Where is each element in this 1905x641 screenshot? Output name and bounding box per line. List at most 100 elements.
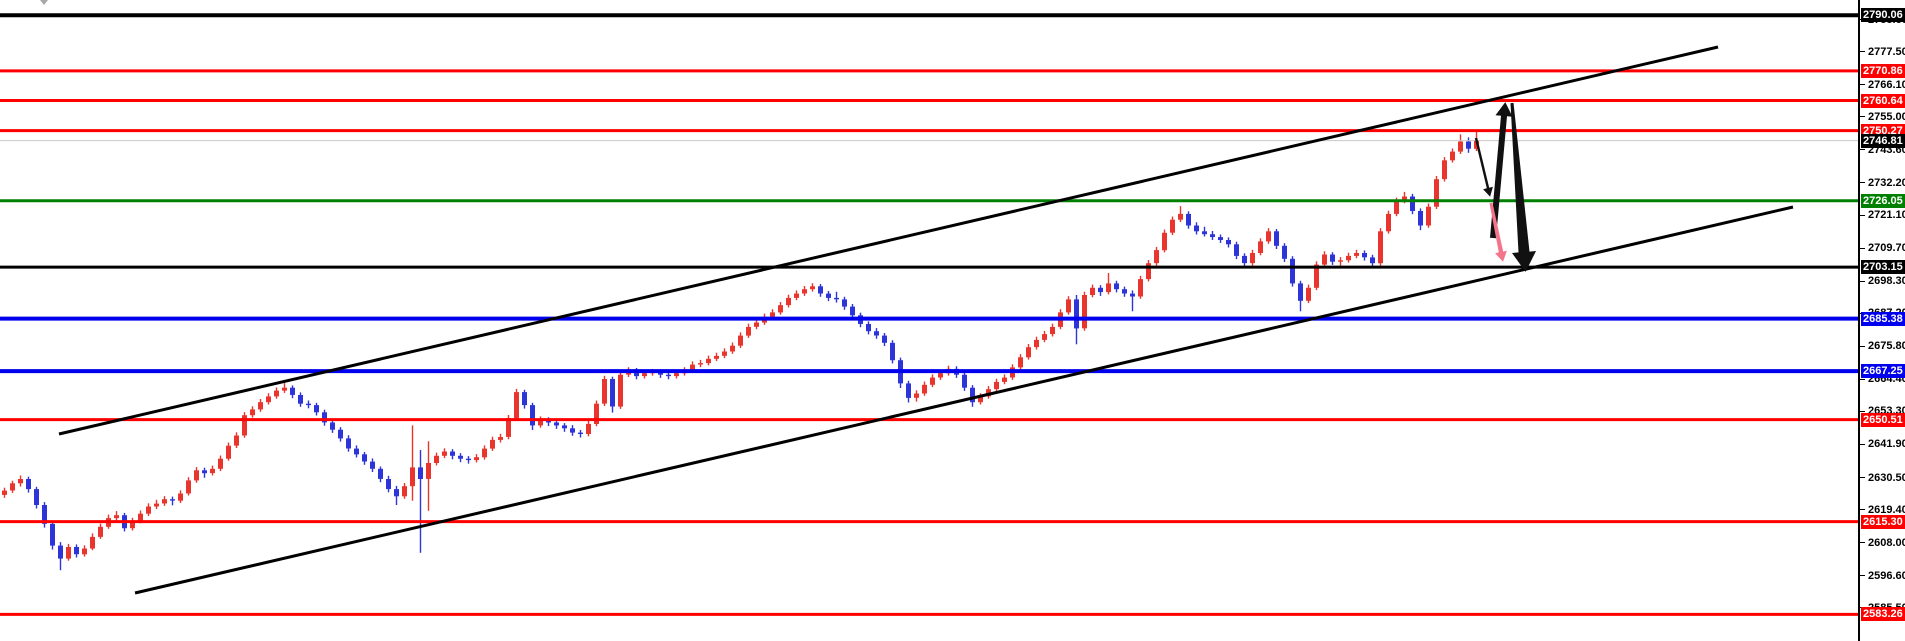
candle-body [146,506,151,514]
candle-body [570,428,575,433]
candle-body [1354,253,1359,256]
candle-body [1162,232,1167,251]
candle-body [1146,263,1151,280]
candle-body [1394,200,1399,214]
candle-body [170,499,175,501]
axis-tick-label: 2641.90 [1868,438,1905,451]
candle-body [1242,255,1247,264]
candle-body [714,355,719,359]
candle-body [1370,257,1375,264]
axis-tick-mark [1860,182,1865,184]
candle-body [890,342,895,361]
candle-body [1074,299,1079,329]
candle-body [1378,231,1383,264]
candle-body [610,379,615,407]
candle-body [458,455,463,459]
lower-channel-trendline[interactable] [134,205,1794,595]
axis-tick-mark [1860,149,1865,151]
candle-body [578,432,583,434]
candle-body [218,458,223,469]
candle-body [1466,141,1471,149]
candle-body [1290,258,1295,284]
price-level-label: 2583.26 [1861,607,1905,622]
candle-body [586,423,591,434]
candle-body [522,392,527,406]
candle-body [402,486,407,497]
bounce-up-arrow[interactable] [1490,102,1513,239]
candle-body [186,480,191,494]
candle-body [826,293,831,298]
candle-body [290,387,295,395]
candle-body [1154,250,1159,264]
candle-body [962,374,967,388]
candle-body [82,548,87,555]
candle-body [706,358,711,364]
candle-body [474,457,479,461]
candle-body [722,351,727,356]
candle-body [1114,283,1119,290]
axis-tick-label: 2698.30 [1868,275,1905,288]
pink-drop-arrow[interactable] [1489,202,1507,262]
candle-body [466,458,471,461]
candle-body [642,373,647,377]
axis-tick-label: 2709.70 [1868,242,1905,255]
upper-channel-trendline[interactable] [58,45,1719,436]
candle-body [114,515,119,519]
candle-body [794,293,799,298]
candle-body [1130,293,1135,297]
candle-body [1226,240,1231,245]
candle-body [306,403,311,406]
axis-tick-mark [1860,214,1865,216]
candle-body [1426,206,1431,226]
candle-body [1458,141,1463,152]
candle-body [1338,260,1343,262]
pullback-to-green-arrow[interactable] [1474,137,1493,197]
candle-body [1210,234,1215,238]
candle-body [2,490,7,495]
candle-body [266,396,271,403]
candle-body [258,402,263,410]
candle-body [810,286,815,290]
price-level-label: 2615.30 [1861,514,1905,529]
axis-tick-label: 2596.60 [1868,569,1905,582]
candle-body [594,403,599,424]
axis-tick-mark [1860,84,1865,86]
candle-body [1170,219,1175,233]
candle-body [770,312,775,317]
breakdown-arrow[interactable] [1510,102,1537,272]
price-axis[interactable]: 2788.602777.502766.102755.002743.602732.… [1858,0,1905,641]
candle-body [914,393,919,398]
chart-shift-marker-icon[interactable] [40,0,48,5]
candle-body [778,305,783,313]
candle-body [1066,299,1071,313]
candlestick-chart-area[interactable] [0,0,1858,641]
axis-tick-mark [1860,378,1865,380]
trend-channel-layer [58,45,1794,595]
axis-tick-mark [1860,247,1865,249]
candle-body [74,547,79,555]
axis-tick-label: 2755.00 [1868,110,1905,123]
candle-body [274,390,279,397]
candle-body [434,455,439,463]
candle-body [394,489,399,497]
price-level-label: 2760.64 [1861,93,1905,108]
candle-body [730,345,735,352]
candles-layer [2,131,1479,571]
candle-body [506,418,511,437]
price-level-label: 2790.06 [1861,8,1905,23]
candle-body [1266,231,1271,242]
candle-body [338,429,343,439]
candle-body [386,479,391,490]
candle-body [242,415,247,436]
candle-body [1002,377,1007,382]
candle-body [746,326,751,336]
axis-tick-mark [1860,443,1865,445]
candle-body [1386,213,1391,232]
candle-body [754,322,759,327]
axis-tick-label: 2675.80 [1868,340,1905,353]
candle-body [498,437,503,440]
candle-body [1202,231,1207,235]
axis-tick-label: 2766.10 [1868,78,1905,91]
candle-body [1410,196,1415,211]
candle-body [450,451,455,456]
